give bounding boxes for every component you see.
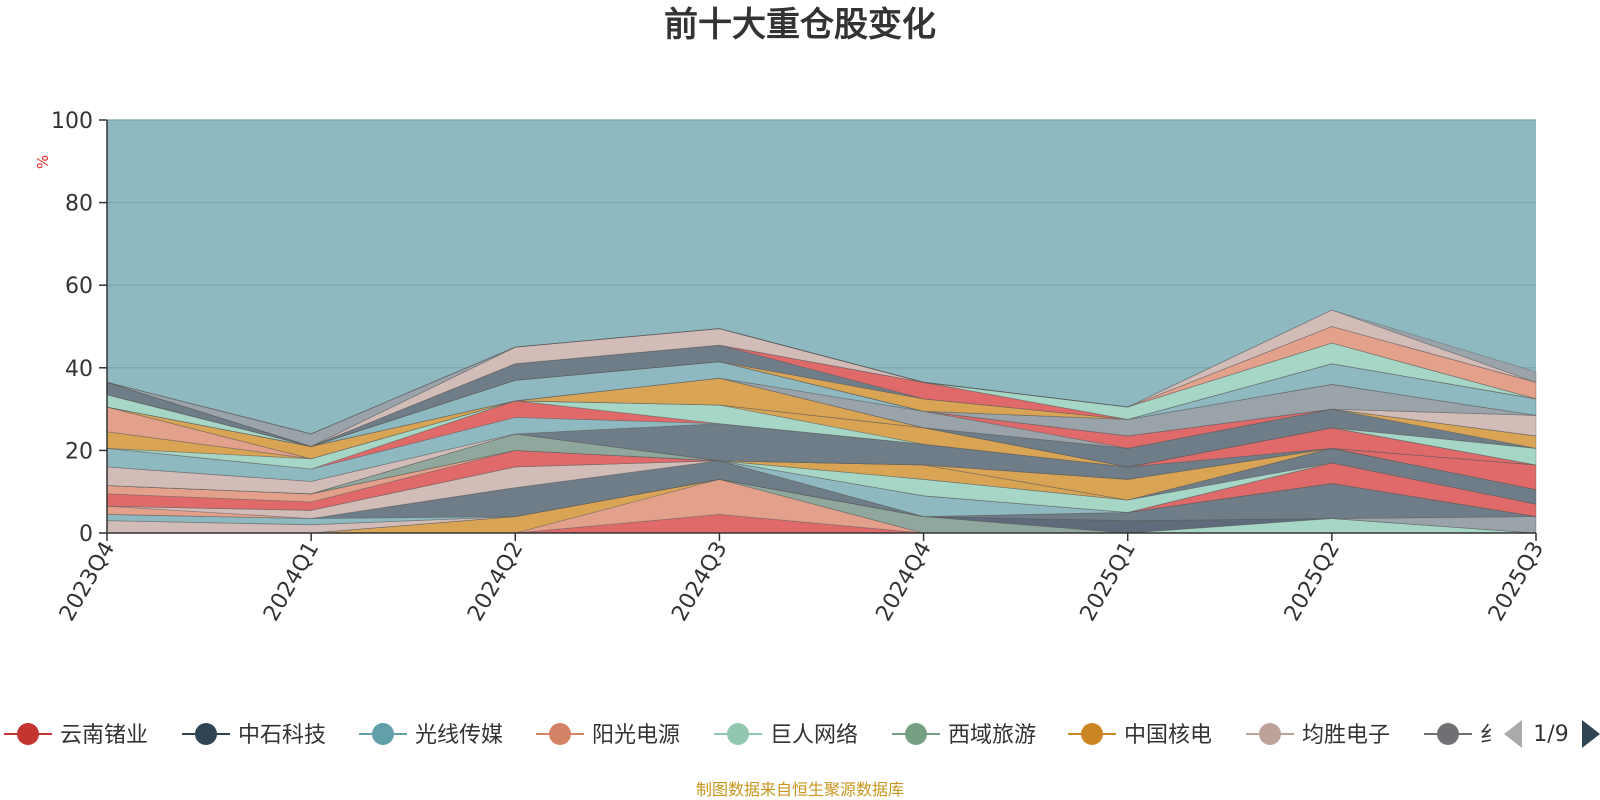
legend-label: 巨人网络 bbox=[770, 723, 858, 748]
legend-circle-icon bbox=[1437, 723, 1459, 745]
legend: 云南锗业 中石科技 光线传媒 阳光电源 巨人网络 西域旅游 中国核电 均胜电子 纟 bbox=[4, 723, 1502, 748]
area-layer-24 bbox=[106, 416, 1537, 482]
area-layer-4 bbox=[107, 478, 1536, 534]
legend-label: 阳光电源 bbox=[592, 723, 680, 748]
y-tick-label: 60 bbox=[65, 274, 93, 299]
legend-item[interactable]: 光线传媒 bbox=[359, 723, 503, 748]
legend-circle-icon bbox=[195, 723, 217, 745]
area-layer-29 bbox=[106, 400, 1537, 468]
y-tick-label: 100 bbox=[51, 109, 93, 134]
source-note: 制图数据来自恒生聚源数据库 bbox=[696, 780, 904, 799]
x-tick-label: 2024Q4 bbox=[871, 538, 936, 626]
legend-prev-icon[interactable] bbox=[1504, 720, 1522, 748]
legend-circle-icon bbox=[1081, 723, 1103, 745]
x-tick-label: 2025Q1 bbox=[1076, 538, 1141, 626]
x-tick-label: 2023Q4 bbox=[55, 538, 120, 626]
x-tick-label: 2024Q2 bbox=[463, 538, 528, 626]
area-layer-3 bbox=[107, 478, 1536, 534]
x-tick-label: 2024Q1 bbox=[259, 538, 324, 626]
legend-circle-icon bbox=[727, 723, 749, 745]
legend-circle-icon bbox=[549, 723, 571, 745]
area-layer-32 bbox=[106, 377, 1537, 449]
legend-item[interactable]: 纟 bbox=[1424, 723, 1502, 748]
legend-circle-icon bbox=[905, 723, 927, 745]
legend-label: 均胜电子 bbox=[1302, 723, 1390, 748]
chart-title: 前十大重仓股变化 bbox=[664, 5, 936, 45]
x-tick-label: 2025Q3 bbox=[1484, 538, 1549, 626]
legend-item[interactable]: 西域旅游 bbox=[892, 723, 1036, 748]
x-tick-label: 2024Q3 bbox=[667, 538, 732, 626]
legend-label: 中石科技 bbox=[238, 723, 326, 748]
legend-label: 光线传媒 bbox=[415, 723, 503, 748]
legend-item[interactable]: 巨人网络 bbox=[714, 723, 858, 748]
legend-circle-icon bbox=[1259, 723, 1281, 745]
legend-label: 西域旅游 bbox=[948, 723, 1036, 748]
legend-label: 中国核电 bbox=[1124, 723, 1212, 748]
legend-item[interactable]: 云南锗业 bbox=[4, 723, 148, 748]
legend-item[interactable]: 中石科技 bbox=[182, 723, 326, 748]
legend-page-indicator: 1/9 bbox=[1533, 722, 1568, 747]
axes bbox=[106, 120, 1536, 534]
legend-circle-icon bbox=[17, 723, 39, 745]
y-tick-label: 20 bbox=[65, 439, 93, 464]
legend-item[interactable]: 阳光电源 bbox=[536, 723, 680, 748]
legend-item[interactable]: 中国核电 bbox=[1068, 723, 1212, 748]
y-tick-label: 0 bbox=[79, 522, 93, 547]
y-axis-unit: % bbox=[34, 155, 52, 169]
legend-item[interactable]: 均胜电子 bbox=[1246, 723, 1390, 748]
legend-pager: 1/9 bbox=[1504, 720, 1600, 748]
legend-next-icon[interactable] bbox=[1582, 720, 1600, 748]
x-tick-label: 2025Q2 bbox=[1280, 538, 1345, 626]
y-axis-ticks: 0 20 40 60 80 100 bbox=[51, 109, 107, 547]
legend-circle-icon bbox=[372, 723, 394, 745]
y-tick-label: 40 bbox=[65, 357, 93, 382]
legend-label: 云南锗业 bbox=[60, 723, 148, 748]
y-tick-label: 80 bbox=[65, 192, 93, 217]
x-axis-ticks: 2023Q4 2024Q1 2024Q2 2024Q3 2024Q4 2025Q1 2025… bbox=[55, 533, 1549, 626]
area-layer-47 bbox=[106, 326, 1537, 447]
legend-label: 纟 bbox=[1480, 723, 1502, 748]
area-layer-50 bbox=[106, 309, 1537, 435]
